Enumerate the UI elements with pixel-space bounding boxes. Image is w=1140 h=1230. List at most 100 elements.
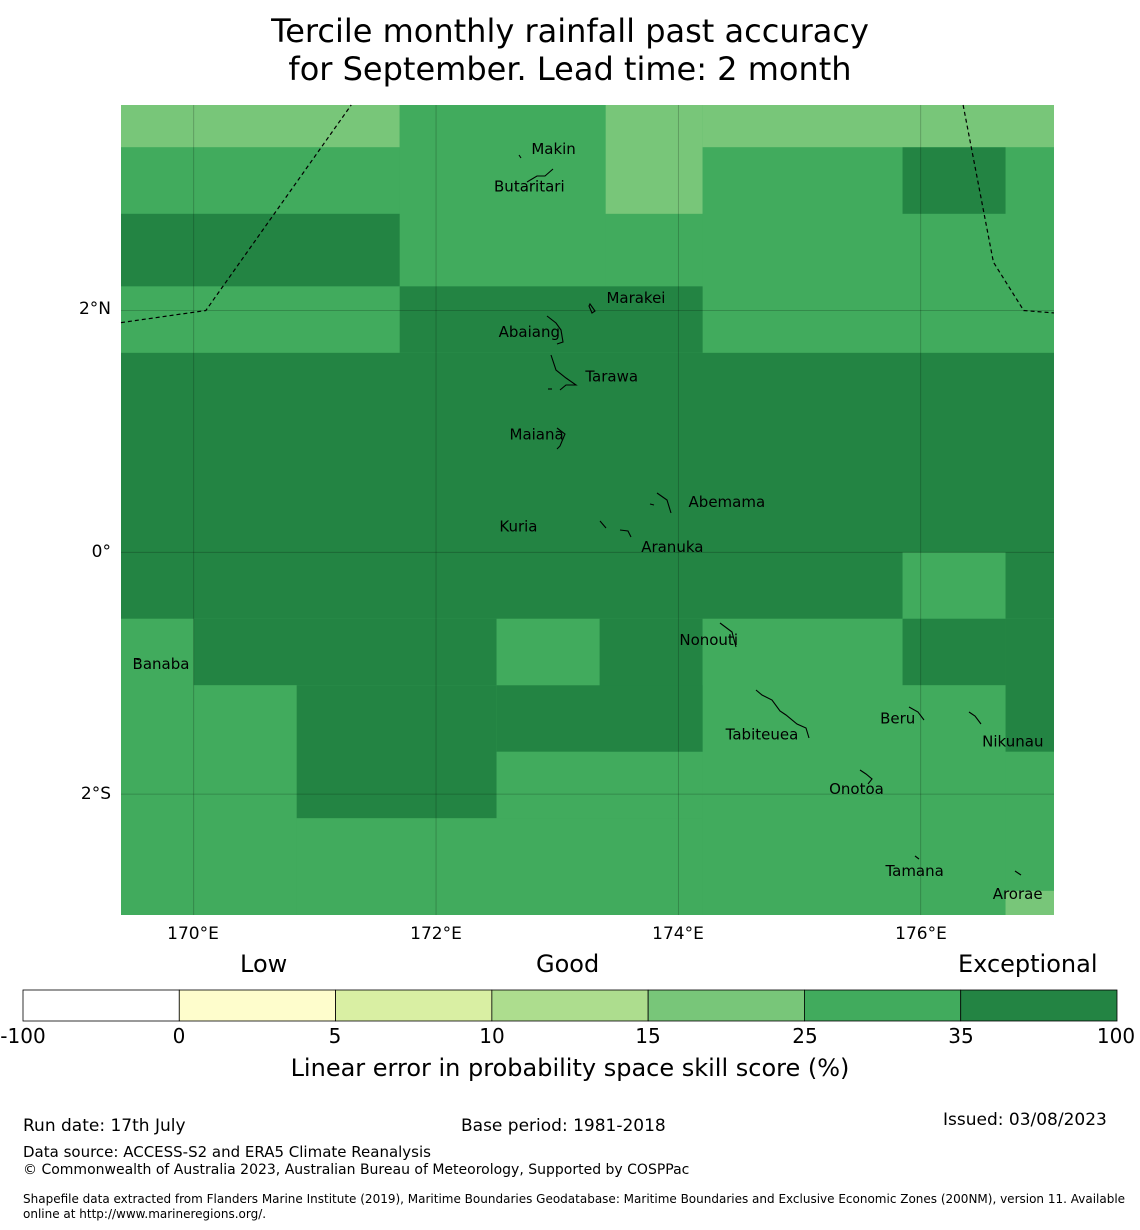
islands [135, 154, 1022, 876]
colorbar-tick: 10 [479, 1024, 505, 1048]
lat-label-0: 0° [91, 542, 111, 562]
place-label: Banaba [133, 655, 190, 673]
lon-label-172e: 172°E [410, 924, 462, 944]
data-source: Data source: ACCESS-S2 and ERA5 Climate … [23, 1143, 431, 1161]
eez-boundary-west [120, 104, 352, 324]
skill-cell [193, 685, 297, 915]
place-label: Aranuka [641, 538, 703, 556]
skill-cell [496, 685, 703, 752]
category-low: Low [240, 950, 288, 978]
place-label: Abaiang [499, 323, 560, 341]
skill-cell [121, 105, 400, 148]
island-outline [556, 427, 566, 450]
colorbar-swatch [960, 989, 1118, 1022]
skill-cell [496, 618, 600, 686]
island-outline [755, 689, 810, 739]
colorbar-tick: 5 [328, 1024, 342, 1048]
skill-cell [1005, 890, 1054, 915]
lon-label-174e: 174°E [652, 924, 704, 944]
colorbar-tick: 100 [1096, 1024, 1136, 1048]
shapefile-credit-line-1: Shapefile data extracted from Flanders M… [23, 1192, 1126, 1206]
island-outline [135, 658, 140, 661]
eez-boundary-east [962, 104, 1055, 314]
island-outline [914, 855, 920, 860]
island-outline [599, 520, 607, 529]
island-outline [859, 769, 873, 785]
colorbar-tick: 25 [792, 1024, 818, 1048]
skill-cell [296, 818, 703, 915]
colorbar-label: Linear error in probability space skill … [290, 1054, 850, 1082]
skill-cell [902, 618, 1006, 686]
skill-cell [702, 618, 903, 915]
place-label: Marakei [606, 289, 665, 307]
place-label: Arorae [993, 885, 1043, 903]
copyright: © Commonwealth of Australia 2023, Austra… [23, 1162, 690, 1178]
lat-label-2s: 2°S [80, 784, 111, 804]
place-label: Nonouti [679, 631, 738, 649]
colorbar-swatch [335, 989, 493, 1022]
skill-cell [902, 685, 1006, 915]
skill-cell [121, 147, 400, 214]
colorbar-swatch [22, 989, 180, 1022]
island-outline [649, 503, 655, 506]
chart-title-line-1: Tercile monthly rainfall past accuracy [271, 12, 869, 50]
place-label: Butaritari [494, 178, 565, 196]
colorbar-tick: 15 [635, 1024, 661, 1048]
issued-date: Issued: 03/08/2023 [943, 1110, 1107, 1130]
colorbar-swatch [491, 989, 649, 1022]
skill-cell [902, 552, 1006, 619]
lat-label-2n: 2°N [78, 299, 111, 319]
run-date: Run date: 17th July [23, 1116, 186, 1136]
island-outline [588, 302, 596, 314]
place-label: Tabiteuea [725, 725, 799, 743]
island-outline [546, 315, 564, 345]
graticule [121, 105, 1054, 915]
lon-label-170e: 170°E [167, 924, 219, 944]
chart-title-line-2: for September. Lead time: 2 month [288, 50, 852, 88]
island-outline [619, 529, 632, 538]
colorbar-swatch [178, 989, 336, 1022]
skill-cell [121, 213, 400, 287]
place-labels: Makin Butaritari Marakei Abaiang Tarawa Maian… [133, 140, 1044, 903]
place-label: Maiana [510, 426, 564, 444]
base-period: Base period: 1981-2018 [461, 1116, 666, 1136]
colorbar-swatch [804, 989, 962, 1022]
eez-boundaries [120, 104, 1055, 324]
place-label: Tamana [884, 862, 943, 880]
skill-cell [296, 685, 497, 819]
skill-cell [702, 105, 1054, 148]
category-exceptional: Exceptional [958, 950, 1098, 978]
skill-grid [121, 105, 1054, 915]
skill-cell [902, 147, 1006, 214]
place-label: Makin [531, 140, 576, 158]
skill-cell [1005, 618, 1054, 752]
place-label: Abemama [689, 493, 766, 511]
place-label: Nikunau [982, 733, 1043, 751]
place-label: Onotoa [829, 780, 884, 798]
island-outline [526, 168, 554, 183]
island-outline [550, 354, 578, 391]
skill-cell [605, 105, 703, 214]
place-label: Kuria [499, 517, 537, 535]
skill-cell [1005, 751, 1054, 891]
island-outline [908, 706, 925, 721]
skill-cell [121, 352, 1054, 619]
place-label: Beru [880, 710, 915, 728]
colorbar-tick: 0 [172, 1024, 186, 1048]
lon-label-176e: 176°E [895, 924, 947, 944]
colorbar-tick: 35 [948, 1024, 974, 1048]
colorbar-swatch [647, 989, 805, 1022]
island-outline [719, 622, 737, 648]
island-outline [968, 711, 982, 725]
island-outline [1014, 870, 1022, 876]
place-label: Tarawa [584, 368, 638, 386]
skill-cell [496, 751, 703, 819]
island-outline [518, 154, 522, 159]
shapefile-credit-line-2: online at http://www.marineregions.org/. [23, 1207, 267, 1221]
skill-cell [121, 618, 194, 915]
skill-cell [193, 618, 497, 686]
category-good: Good [536, 950, 600, 978]
colorbar-tick: -100 [0, 1024, 46, 1048]
